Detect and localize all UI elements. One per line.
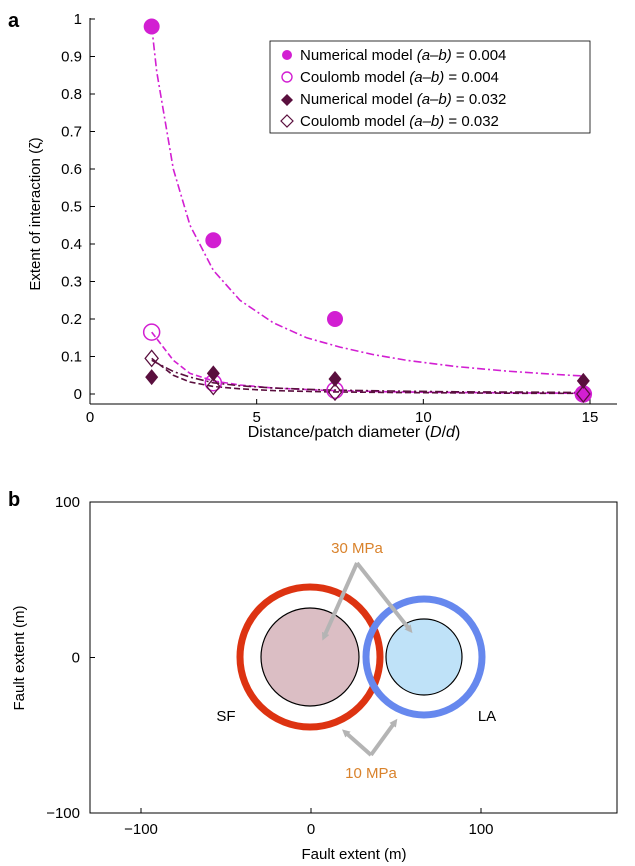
- b-y-tick-label-2: 100: [55, 494, 80, 511]
- y-tick-label-2: 0.2: [61, 311, 82, 328]
- panel-a-plot: 00.10.20.30.40.50.60.70.80.910 5 10 15: [61, 11, 617, 426]
- b-y-tick-label-1: 0: [72, 650, 80, 667]
- y-tick-label-4: 0.4: [61, 236, 82, 253]
- legend-marker-coulomb-0032: [280, 114, 294, 128]
- fit-curve-0: [150, 26, 584, 377]
- arrow-to-la: [355, 561, 413, 634]
- fit-curve-1: [151, 331, 584, 395]
- legend-entry-1: Numerical model (a–b) = 0.004: [300, 47, 506, 64]
- point-series2-1: [206, 365, 220, 382]
- b-y-tick-label-0: −100: [46, 805, 80, 822]
- panel-a-fit-curves: [150, 26, 584, 395]
- panel-a-points: [142, 18, 593, 404]
- stress-arrows-top: [321, 561, 413, 641]
- panel-b-y-label: Fault extent (m): [11, 605, 28, 710]
- panel-b-x-label: Fault extent (m): [301, 846, 406, 863]
- arrow-to-sf: [321, 562, 359, 641]
- y-tick-label-6: 0.6: [61, 161, 82, 178]
- x-tick-label-2: 10: [415, 409, 432, 426]
- point-series2-2: [328, 371, 342, 387]
- point-series3-3: [575, 384, 591, 404]
- panel-b-ticks: −100 0 100 −100 0 100: [46, 494, 493, 838]
- arrow-to-sf-ring: [342, 729, 373, 757]
- y-tick-label-5: 0.5: [61, 199, 82, 216]
- y-tick-label-9: 0.9: [61, 49, 82, 66]
- x-tick-label-1: 5: [252, 409, 260, 426]
- panel-a-x-label: Distance/patch diameter (D/d): [248, 424, 461, 441]
- sf-label: SF: [216, 708, 235, 725]
- y-tick-label-8: 0.8: [61, 86, 82, 103]
- point-series0-1: [205, 232, 222, 249]
- point-series2-0: [145, 369, 159, 386]
- point-series2-3: [576, 372, 590, 389]
- b-x-tick-label-1: 0: [307, 821, 315, 838]
- point-series3-0: [144, 349, 160, 368]
- panel-a-ticks: 00.10.20.30.40.50.60.70.80.910 5 10 15: [61, 11, 598, 426]
- legend-entry-4: Coulomb model (a–b) = 0.032: [300, 113, 499, 130]
- x-tick-label-0: 0: [86, 409, 94, 426]
- y-tick-label-1: 0.1: [61, 349, 82, 366]
- stress-label-bottom: 10 MPa: [345, 765, 397, 782]
- stress-label-top: 30 MPa: [331, 540, 383, 557]
- y-tick-label-0: 0: [74, 386, 82, 403]
- legend-entry-3: Numerical model (a–b) = 0.032: [300, 91, 506, 108]
- y-tick-label-7: 0.7: [61, 124, 82, 141]
- b-x-tick-label-2: 100: [468, 821, 493, 838]
- stress-arrows-bottom: [342, 718, 398, 757]
- panel-b-label: b: [8, 489, 20, 511]
- x-tick-label-3: 15: [582, 409, 599, 426]
- legend-entry-2: Coulomb model (a–b) = 0.004: [300, 69, 499, 86]
- point-series3-2: [327, 383, 343, 402]
- y-tick-label-3: 0.3: [61, 274, 82, 291]
- y-tick-label-10: 1: [74, 11, 82, 28]
- panel-a-legend: Numerical model (a–b) = 0.004 Coulomb mo…: [269, 40, 591, 134]
- sf-patch: [260, 607, 360, 707]
- sf-outer-ring: [236, 583, 384, 731]
- point-series3-1: [205, 377, 221, 396]
- panel-a-y-label: Extent of interaction (ζ): [27, 137, 44, 290]
- arrow-to-la-ring: [369, 718, 398, 757]
- legend-marker-numerical-0032: [281, 94, 293, 106]
- point-series0-2: [327, 311, 343, 327]
- b-x-tick-label-0: −100: [124, 821, 158, 838]
- panel-a-label: a: [8, 10, 20, 32]
- la-outer-ring: [362, 595, 486, 719]
- point-series1-0: [142, 323, 161, 341]
- legend-marker-numerical-0004: [282, 50, 292, 60]
- point-series0-0: [143, 18, 160, 35]
- legend-marker-coulomb-0004: [281, 71, 293, 83]
- fit-curve-3: [151, 357, 584, 395]
- la-patch: [385, 618, 463, 696]
- legend-box: [269, 40, 591, 134]
- la-label: LA: [478, 708, 496, 725]
- fit-curve-2: [151, 359, 584, 394]
